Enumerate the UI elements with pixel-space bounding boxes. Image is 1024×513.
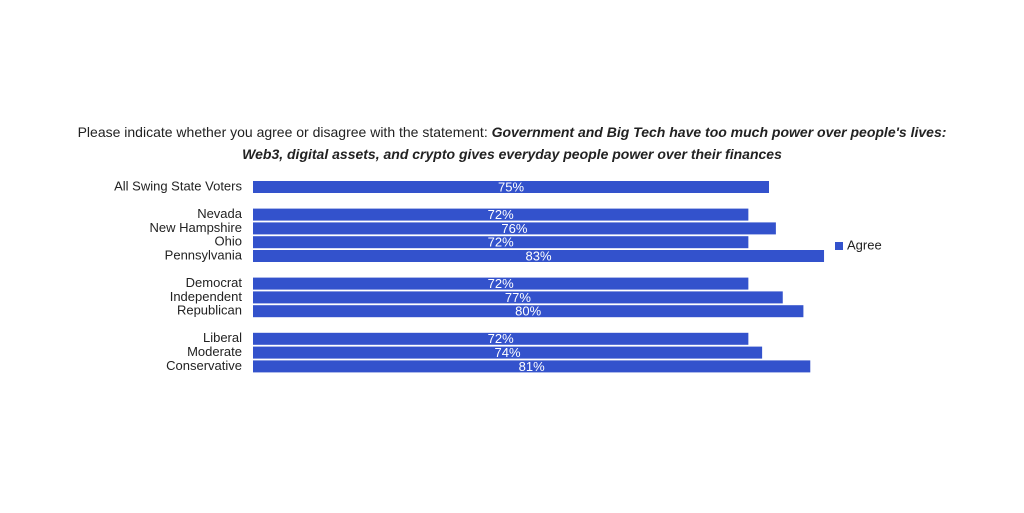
value-label: 72% — [488, 331, 514, 346]
y-tick-label: Moderate — [187, 344, 242, 359]
y-tick-label: New Hampshire — [150, 220, 242, 235]
value-label: 72% — [488, 235, 514, 250]
value-label: 83% — [526, 248, 552, 263]
value-label: 75% — [498, 179, 524, 194]
title-text: Please indicate whether you agree or dis… — [77, 124, 488, 140]
bar — [253, 277, 749, 290]
y-tick-label: Nevada — [197, 206, 243, 221]
bar — [253, 346, 763, 359]
bar — [253, 291, 783, 304]
value-label: 80% — [515, 304, 541, 319]
bar — [253, 305, 804, 318]
value-label: 72% — [488, 276, 514, 291]
bar — [253, 360, 811, 373]
y-tick-label: Ohio — [215, 234, 242, 249]
value-label: 76% — [501, 221, 527, 236]
value-label: 74% — [495, 345, 521, 360]
value-label: 72% — [488, 207, 514, 222]
bar — [253, 332, 749, 345]
bar — [253, 236, 749, 249]
title-emphasis: Government and Big Tech have too much po… — [242, 124, 947, 162]
y-tick-label: Conservative — [166, 358, 242, 373]
bar — [253, 208, 749, 221]
legend-label: Agree — [847, 237, 882, 252]
y-tick-label: Democrat — [186, 275, 243, 290]
y-tick-label: Republican — [177, 303, 242, 318]
bar — [253, 222, 776, 235]
y-tick-label: Liberal — [203, 330, 242, 345]
chart-title: Please indicate whether you agree or dis… — [72, 121, 952, 165]
y-tick-label: Pennsylvania — [165, 247, 243, 262]
bar — [253, 181, 769, 193]
value-label: 81% — [519, 359, 545, 374]
value-label: 77% — [505, 290, 531, 305]
bar — [253, 250, 825, 262]
y-tick-label: Independent — [170, 289, 243, 304]
y-tick-label: All Swing State Voters — [114, 178, 242, 193]
legend-swatch — [835, 242, 843, 250]
